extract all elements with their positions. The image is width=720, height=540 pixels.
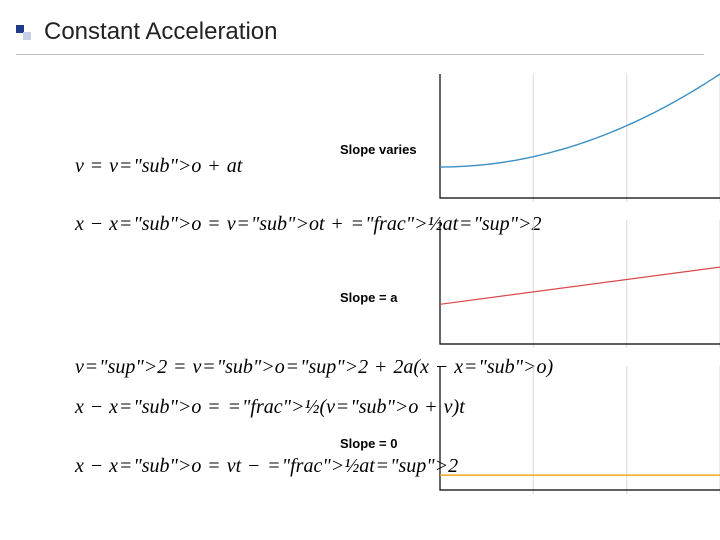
equation: x − x="sub">o = vt − ="frac">½at="sup">2 xyxy=(75,455,458,478)
acceleration-flat xyxy=(436,364,720,496)
bullet-light xyxy=(23,32,31,40)
chart-label: Slope varies xyxy=(340,142,417,157)
equation: v = v="sub">o + at xyxy=(75,155,242,178)
title-rule xyxy=(16,54,704,55)
slide: Constant Acceleration v = v="sub">o + at… xyxy=(0,0,720,540)
velocity-line xyxy=(436,218,720,350)
title-bullet-icon xyxy=(16,25,30,39)
position-curve xyxy=(436,72,720,204)
slide-title: Constant Acceleration xyxy=(44,18,277,46)
equation: x − x="sub">o = ="frac">½(v="sub">o + v)… xyxy=(75,396,465,419)
chart-label: Slope = a xyxy=(340,290,397,305)
chart-label: Slope = 0 xyxy=(340,436,397,451)
title-bar: Constant Acceleration xyxy=(16,14,277,50)
